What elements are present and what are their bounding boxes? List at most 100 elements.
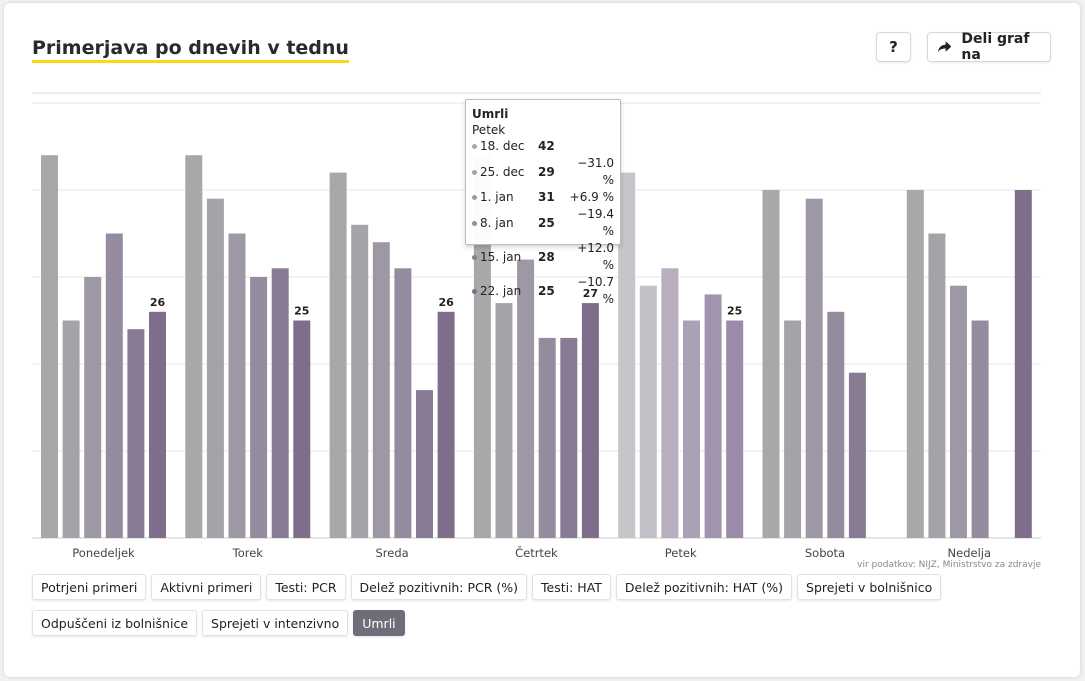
tooltip-date: 15. jan [480,249,522,264]
tooltip-date: 25. dec [480,164,525,179]
chart-tooltip: Umrli Petek 18. dec 42 25. dec 29 −31.0 % 1. … [465,99,621,306]
metric-tab[interactable]: Odpuščeni iz bolnišnice [32,610,198,636]
metric-tab[interactable]: Sprejeti v bolnišnico [797,574,942,600]
data-label: 25 [294,305,309,318]
share-button[interactable]: Deli graf na [927,31,1051,63]
tooltip-change: +6.9 % [569,190,614,204]
series-dot-icon [472,169,477,175]
tooltip-value: 31 [538,190,555,204]
bar[interactable] [473,155,491,538]
data-label: 25 [727,305,742,318]
bar[interactable] [62,320,80,539]
bar[interactable] [971,320,989,539]
series-dot-icon [472,195,477,200]
tooltip-value: 28 [538,249,555,264]
bar[interactable] [827,311,845,538]
data-label: 27 [583,287,598,300]
bar[interactable] [185,155,203,538]
tooltip-row: 8. jan 25 −19.4 % [472,206,614,240]
tooltip-date: 8. jan [480,215,514,230]
share-label: Deli graf na [961,31,1030,63]
data-source: vir podatkov: NIJZ, Ministrstvo za zdrav… [857,560,1041,570]
metric-tab[interactable]: Aktivni primeri [151,574,262,600]
bar[interactable] [560,337,578,538]
bar[interactable] [639,285,657,538]
tooltip-value: 29 [538,164,555,179]
series-dot-icon [472,144,477,149]
series-dot-icon [472,220,477,226]
x-tick-label: Nedelja [948,546,992,560]
tooltip-row: 22. jan 25 −10.7 % [472,274,614,308]
x-tick-label: Sreda [375,546,408,560]
help-button[interactable]: ? [876,32,911,62]
x-tick-label: Sobota [805,546,845,560]
tooltip-date: 22. jan [480,283,522,298]
metric-tab[interactable]: Delež pozitivnih: HAT (%) [615,574,793,600]
data-label: 26 [438,296,454,309]
bar[interactable] [538,337,556,538]
tooltip-day: Petek [472,123,506,137]
bar[interactable] [495,303,513,538]
bar[interactable] [228,233,246,539]
bar[interactable] [149,311,166,538]
tooltip-change: −31.0 % [577,156,614,187]
bar[interactable] [127,329,145,538]
x-tick-label: Petek [665,546,697,560]
tooltip-row: 18. dec 42 [472,138,614,155]
bar[interactable] [683,320,700,539]
bar[interactable] [784,320,802,539]
x-tick-label: Torek [232,546,264,560]
metric-tabs: Potrjeni primeri Aktivni primeri Testi: PC… [32,574,1012,636]
bar[interactable] [329,172,347,538]
bar[interactable] [437,311,455,538]
metric-tab[interactable]: Testi: PCR [266,574,346,600]
tooltip-change: +12.0 % [577,241,614,272]
bar[interactable] [394,268,412,538]
bar[interactable] [581,303,599,538]
bar[interactable] [928,233,946,539]
tooltip-change: −10.7 % [577,275,614,306]
bar[interactable] [805,198,823,538]
bar[interactable] [848,372,866,538]
metric-tab[interactable]: Sprejeti v intenzivno [202,610,349,636]
bar[interactable] [906,190,924,538]
bar[interactable] [704,294,722,538]
share-arrow-icon [938,41,952,53]
data-label: 26 [150,296,166,309]
tooltip-change: −19.4 % [577,207,614,238]
bar[interactable] [41,155,58,538]
series-dot-icon [472,288,477,294]
bar[interactable] [618,172,636,538]
bar[interactable] [726,320,744,539]
bar[interactable] [271,268,289,538]
bar[interactable] [293,320,311,539]
x-tick-label: Ponedeljek [72,546,135,560]
bar[interactable] [762,190,780,538]
tooltip-row: 15. jan 28 +12.0 % [472,240,614,274]
help-label: ? [889,38,898,56]
bar[interactable] [416,390,433,538]
bar[interactable] [206,198,224,538]
series-dot-icon [472,254,477,260]
metric-tab[interactable]: Umrli [353,610,405,636]
bar[interactable] [950,285,967,538]
bar[interactable] [84,277,102,538]
tooltip-value: 25 [538,283,555,298]
bar[interactable] [517,259,535,538]
bar[interactable] [105,233,123,539]
tooltip-value: 25 [538,215,555,230]
tooltip-date: 18. dec [480,139,525,153]
bar[interactable] [661,268,679,538]
bar[interactable] [372,242,390,538]
bar[interactable] [351,224,369,539]
x-tick-label: Četrtek [515,545,558,560]
bar[interactable] [250,277,268,538]
metric-tab[interactable]: Potrjeni primeri [32,574,147,600]
tooltip-row: 25. dec 29 −31.0 % [472,155,614,189]
tooltip-value: 42 [538,139,555,153]
metric-tab[interactable]: Testi: HAT [532,574,611,600]
page-title: Primerjava po dnevih v tednu [32,36,349,63]
tooltip-date: 1. jan [480,190,514,204]
bar[interactable] [1014,190,1032,538]
metric-tab[interactable]: Delež pozitivnih: PCR (%) [350,574,528,600]
